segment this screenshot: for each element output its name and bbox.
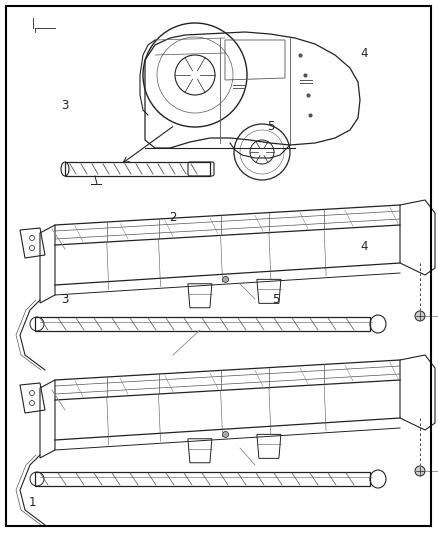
Circle shape — [415, 311, 425, 321]
Text: 3: 3 — [61, 293, 68, 306]
Text: 1: 1 — [29, 496, 37, 508]
Text: 4: 4 — [360, 47, 368, 60]
Text: 5: 5 — [267, 120, 274, 133]
Circle shape — [223, 431, 229, 438]
Bar — [35, 317, 370, 331]
Circle shape — [223, 277, 229, 282]
Bar — [65, 162, 210, 176]
Text: 4: 4 — [360, 240, 368, 253]
Text: 5: 5 — [272, 293, 279, 306]
Circle shape — [415, 466, 425, 476]
Bar — [35, 472, 370, 486]
Text: 2: 2 — [169, 211, 177, 224]
Text: 3: 3 — [61, 99, 68, 112]
